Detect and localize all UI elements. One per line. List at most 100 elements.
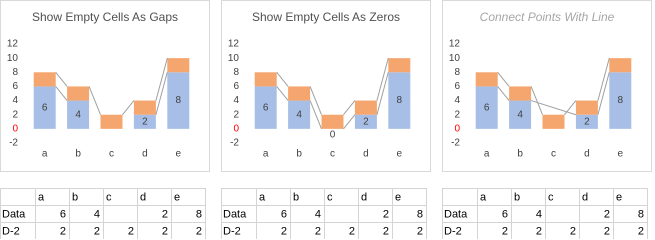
bar-segment (575, 100, 598, 115)
table-cell: 2 (60, 225, 66, 237)
series-line (376, 72, 389, 115)
series-line (276, 86, 289, 101)
data-label: 2 (584, 116, 590, 127)
table-header: c (106, 191, 112, 203)
series-line (88, 86, 101, 115)
data-label: 2 (142, 116, 148, 127)
series-line (122, 100, 135, 116)
row-label: Data (2, 208, 26, 220)
table-cell: 6 (502, 208, 508, 220)
bar-segment (167, 58, 190, 73)
table-cell: 2 (128, 225, 134, 237)
x-tick-label: d (363, 149, 369, 160)
row-label: Data (444, 208, 468, 220)
chart: Show Empty Cells As Gaps -2 0 2 4 6 8 10 12 a 6 b 4 c… (0, 0, 210, 172)
x-tick-label: b (296, 149, 302, 160)
y-tick-label: 12 (449, 39, 461, 50)
table-cell: 2 (417, 225, 423, 237)
table-header: a (480, 191, 487, 203)
series-line (564, 100, 577, 116)
y-tick-label: 6 (233, 81, 239, 92)
bar-segment (509, 86, 532, 101)
table-cell: 2 (570, 225, 576, 237)
bar-segment (475, 86, 498, 129)
series-line (155, 58, 168, 101)
table-header: d (361, 191, 367, 203)
x-tick-label: e (618, 149, 624, 160)
series-line (55, 71, 68, 87)
table-cell: 2 (383, 208, 389, 220)
table-cell: 2 (315, 225, 321, 237)
data-label: 8 (618, 95, 624, 106)
bar-segment (254, 72, 277, 87)
x-tick-label: a (263, 149, 269, 160)
y-tick-label: -2 (451, 138, 460, 149)
row-label: D-2 (223, 225, 241, 237)
bar-segment (288, 86, 311, 101)
x-tick-label: a (42, 149, 48, 160)
y-tick-label: 10 (228, 53, 240, 64)
x-tick-label: e (397, 149, 403, 160)
x-tick-label: d (142, 149, 148, 160)
chart-title: Show Empty Cells As Zeros (252, 10, 400, 24)
data-label: 6 (484, 102, 490, 113)
y-tick-label: 2 (233, 109, 239, 120)
bar-segment (167, 72, 190, 129)
table-header: d (582, 191, 588, 203)
table-cell: 2 (94, 225, 100, 237)
y-tick-label: 2 (454, 109, 460, 120)
chart-title: Show Empty Cells As Gaps (32, 10, 178, 24)
series-line (155, 72, 168, 115)
bar-segment (133, 114, 156, 129)
table-cell: 2 (196, 225, 202, 237)
data-label: 4 (517, 109, 523, 120)
table-cell: 8 (417, 208, 423, 220)
data-table: a b c d e Data 6 4 2 8 D-2 2 2 2 2 2 (442, 188, 648, 239)
x-tick-label: c (330, 149, 335, 160)
y-tick-label: 8 (12, 67, 18, 78)
bar-segment (354, 100, 377, 115)
table-cell: 2 (162, 208, 168, 220)
table-header: e (174, 191, 180, 203)
table-cell: 8 (638, 208, 644, 220)
x-tick-label: d (584, 149, 590, 160)
data-label: 0 (330, 129, 336, 140)
table-header: c (327, 191, 333, 203)
table-header: e (395, 191, 401, 203)
table-header: e (616, 191, 622, 203)
y-tick-label: 4 (12, 95, 18, 106)
bar-segment (609, 72, 632, 129)
x-tick-label: e (176, 149, 182, 160)
data-label: 6 (42, 102, 48, 113)
x-tick-label: a (484, 149, 490, 160)
y-tick-label: 0 (454, 123, 460, 134)
y-tick-label: 0 (233, 123, 239, 134)
table-header: b (514, 191, 520, 203)
table-cell: 4 (315, 208, 321, 220)
bar-segment (354, 114, 377, 129)
bar-segment (254, 86, 277, 129)
y-tick-label: -2 (9, 138, 18, 149)
data-label: 4 (296, 109, 302, 120)
bar-segment (542, 114, 565, 129)
chart: Show Empty Cells As Zeros -2 0 2 4 6 8 10 12 a 6 b 4… (221, 0, 431, 172)
table-cell: 2 (383, 225, 389, 237)
bar-segment (388, 58, 411, 73)
bar-segment (33, 86, 56, 129)
y-tick-label: 6 (12, 81, 18, 92)
y-tick-label: 10 (7, 53, 19, 64)
row-label: D-2 (2, 225, 20, 237)
chart-title: Connect Points With Line (480, 10, 615, 24)
series-line (376, 58, 389, 101)
bar-segment (475, 72, 498, 87)
table-header: b (72, 191, 78, 203)
data-label: 8 (397, 95, 403, 106)
row-label: Data (223, 208, 247, 220)
bar-segment (321, 114, 344, 129)
bar-segment (609, 58, 632, 73)
table-cell: 6 (281, 208, 287, 220)
bar-segment (67, 100, 90, 129)
table-cell: 6 (60, 208, 66, 220)
table-cell: 8 (196, 208, 202, 220)
